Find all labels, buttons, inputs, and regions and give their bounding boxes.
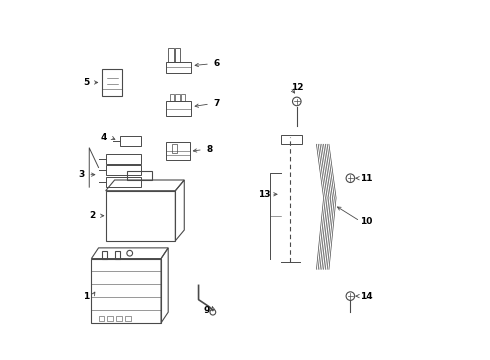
Bar: [106, 191, 175, 241]
Text: 2: 2: [89, 211, 96, 220]
Text: 1: 1: [83, 292, 89, 301]
Text: 3: 3: [78, 170, 85, 179]
Bar: [167, 62, 192, 73]
Bar: [102, 251, 107, 258]
Bar: [92, 258, 161, 323]
Bar: [172, 144, 177, 153]
Bar: [167, 102, 192, 116]
Bar: [125, 316, 131, 321]
Text: 12: 12: [291, 83, 303, 92]
Text: 14: 14: [360, 292, 373, 301]
Text: 9: 9: [203, 306, 210, 315]
Bar: [170, 94, 174, 102]
Bar: [115, 251, 120, 258]
Text: 11: 11: [360, 174, 373, 183]
Bar: [168, 48, 173, 62]
Bar: [98, 316, 104, 321]
Bar: [117, 316, 122, 321]
Text: 4: 4: [101, 132, 107, 141]
Bar: [174, 48, 180, 62]
Text: 10: 10: [360, 217, 372, 226]
Bar: [281, 135, 302, 144]
Text: 6: 6: [213, 59, 220, 68]
Bar: [175, 94, 180, 102]
Text: 5: 5: [83, 78, 89, 87]
Text: 8: 8: [206, 145, 212, 154]
Bar: [102, 69, 122, 96]
Bar: [120, 136, 142, 146]
Bar: [167, 143, 190, 160]
Text: 7: 7: [213, 99, 220, 108]
Bar: [107, 316, 113, 321]
Text: 13: 13: [258, 190, 271, 199]
Bar: [181, 94, 185, 102]
